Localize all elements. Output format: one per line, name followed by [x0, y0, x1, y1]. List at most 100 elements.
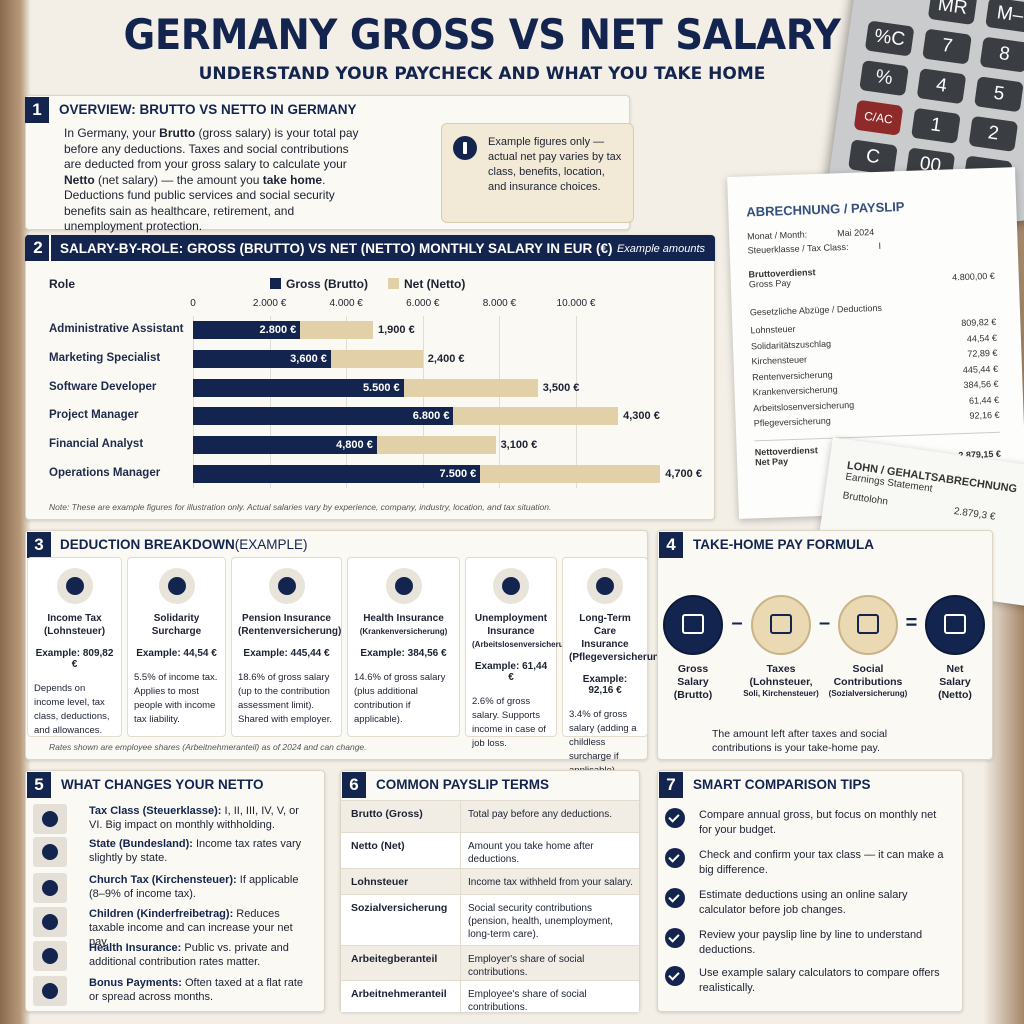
- grid-line: [269, 316, 271, 488]
- term-definition: Employee's share of social contributions…: [468, 989, 587, 1013]
- deduction-name: (Krankenversicherung): [359, 627, 448, 636]
- calculator-key: %: [859, 60, 909, 97]
- calculator-key: C/AC: [853, 99, 904, 136]
- terms-divider: [460, 800, 461, 1012]
- calculator-key: MR: [927, 0, 978, 26]
- deduction-card: Long-Term Care Insurance (Pflegeversicheru…: [562, 557, 668, 776]
- calculator-key: C: [848, 139, 898, 176]
- statement-row-value: 2.879,3 €: [953, 506, 997, 523]
- payslip-deduction-value: 61,44 €: [968, 394, 1000, 406]
- overview-text-part: . Deductions fund public services and so…: [64, 172, 335, 234]
- formula-label: Salary: [677, 676, 709, 688]
- x-tick-label: 4.000 €: [329, 298, 363, 309]
- deduction-name: Insurance: [487, 626, 535, 637]
- formula-icon: [751, 595, 811, 655]
- deduction-icon: [587, 568, 623, 604]
- calculator-key: 2: [968, 115, 1019, 152]
- deduction-icon-glyph: [502, 577, 520, 595]
- deduction-icon-glyph: [394, 577, 413, 595]
- formula-label: Net: [946, 663, 964, 675]
- grid-line: [499, 316, 501, 488]
- formula-icon-glyph: [770, 614, 792, 634]
- x-tick-label: 2.000 €: [252, 298, 287, 309]
- section-title: TAKE-HOME PAY FORMULA: [693, 537, 875, 552]
- section-title-suffix: (EXAMPLE): [234, 537, 308, 552]
- category-label: Project Manager: [49, 409, 139, 422]
- change-term: Church Tax (Kirchensteuer):: [89, 874, 237, 886]
- formula-label: (Netto): [938, 689, 972, 701]
- tip-check: [665, 888, 685, 908]
- payslip-deduction-label: Krankenversicherung: [752, 384, 838, 398]
- grid-line: [422, 316, 424, 488]
- tip-check: [665, 928, 685, 948]
- tips-panel: [657, 770, 963, 1012]
- x-tick-label: 10.000 €: [556, 298, 596, 309]
- section-number: 3: [27, 532, 51, 558]
- category-label: Software Developer: [49, 380, 157, 393]
- term-row: [341, 800, 639, 832]
- change-icon-glyph: [42, 811, 58, 827]
- overview-term: Netto: [64, 172, 95, 187]
- calculator-key: M–: [985, 0, 1024, 34]
- bar-value-label: 5.500 €: [362, 381, 400, 394]
- bar: [193, 436, 377, 455]
- payslip-deduction-label: Solidaritätszuschlag: [750, 338, 832, 351]
- overview-text-part: (net salary) — the amount you: [94, 172, 263, 187]
- deduction-example: Example: 44,54 €: [136, 648, 217, 659]
- deduction-name: Unemployment: [474, 613, 548, 624]
- deduction-name: Surcharge: [151, 626, 202, 637]
- payslip-deduction-label: Rentenversicherung: [751, 369, 833, 382]
- deduction-icon-glyph: [596, 577, 614, 595]
- change-term: Bonus Payments:: [89, 977, 182, 989]
- change-term: Children (Kinderfreibetrag):: [89, 908, 234, 920]
- section-title: WHAT CHANGES YOUR NETTO: [61, 777, 264, 792]
- bar-value-label: 6.800 €: [412, 410, 450, 423]
- bar: [193, 349, 331, 368]
- formula-label: Taxes: [766, 663, 796, 675]
- section-number: 7: [659, 772, 683, 798]
- grid-line: [193, 316, 194, 488]
- tip-text: Check and confirm your tax class — it ca…: [699, 849, 944, 876]
- change-icon-glyph: [42, 914, 58, 930]
- bar-value-label: 4,800 €: [336, 439, 373, 452]
- deduction-card: Income Tax (Lohnsteuer) Example: 809,82 € D…: [27, 557, 122, 737]
- bar: [193, 407, 454, 426]
- deduction-text: Depends on income level, tax class, dedu…: [34, 683, 110, 736]
- formula-operator: =: [905, 612, 918, 634]
- bar: [193, 378, 404, 397]
- payslip-meta-label: Monat / Month:: [747, 229, 808, 242]
- section-number: 6: [342, 772, 366, 798]
- deduction-example: Example: 384,56 €: [360, 648, 447, 659]
- x-tick-label: 0: [190, 298, 196, 309]
- section-title: SMART COMPARISON TIPS: [693, 777, 871, 792]
- deduction-text: 18.6% of gross salary (up to the contrib…: [238, 672, 332, 725]
- bar: [480, 465, 661, 483]
- term-row: [341, 894, 639, 945]
- deduction-name: (Rentenversicherung): [238, 626, 342, 637]
- term-name: Lohnsteuer: [351, 876, 409, 888]
- term-name: Arbeitnehmeranteil: [351, 988, 447, 1000]
- deduction-name: Income Tax: [47, 613, 102, 624]
- formula-icon-glyph: [857, 614, 879, 634]
- term-name: Sozialversicherung: [351, 902, 448, 914]
- category-label: Administrative Assistant: [49, 323, 184, 335]
- term-definition: Social security contributions (pension, …: [468, 903, 614, 940]
- change-desc: Income tax rates vary slightly by state.: [89, 838, 302, 864]
- payslip-meta-label: Steuerklasse / Tax Class:: [747, 241, 849, 256]
- payslip-deduction-label: Lohnsteuer: [750, 323, 796, 336]
- change-desc: I, II, III, IV, V, or VI. Big impact on …: [89, 805, 299, 831]
- formula-label: (Lohnsteuer,: [749, 676, 813, 688]
- formula-label: Salary: [939, 676, 971, 688]
- deduction-name: Health Insurance: [363, 613, 444, 624]
- change-term: State (Bundesland):: [89, 838, 193, 850]
- x-tick-label: 8.000 €: [482, 298, 517, 309]
- deduction-icon: [385, 568, 422, 604]
- tip-check: [665, 848, 685, 868]
- formula-label: Gross: [677, 663, 709, 675]
- change-desc: Reduces taxable income and can increase …: [89, 908, 293, 948]
- bar-value-label: 1,900 €: [378, 324, 415, 336]
- term-name: Brutto (Gross): [351, 808, 423, 820]
- chart-header-bar: [25, 235, 715, 261]
- category-label: Operations Manager: [49, 467, 161, 479]
- overview-term: Brutto: [159, 126, 196, 140]
